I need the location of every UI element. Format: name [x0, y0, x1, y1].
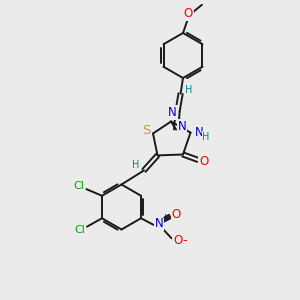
Text: O: O	[173, 234, 182, 247]
Text: H: H	[202, 132, 210, 142]
Text: Cl: Cl	[74, 225, 85, 235]
Text: Cl: Cl	[74, 181, 84, 191]
Text: H: H	[185, 85, 193, 95]
Text: O: O	[172, 208, 181, 221]
Text: N: N	[194, 125, 203, 139]
Text: N: N	[154, 217, 164, 230]
Text: O: O	[184, 7, 193, 20]
Text: N: N	[168, 106, 177, 119]
Text: H: H	[132, 160, 139, 170]
Text: S: S	[142, 124, 151, 137]
Text: O: O	[200, 155, 208, 168]
Text: -: -	[182, 234, 186, 247]
Text: +: +	[161, 213, 169, 222]
Text: N: N	[178, 120, 187, 133]
